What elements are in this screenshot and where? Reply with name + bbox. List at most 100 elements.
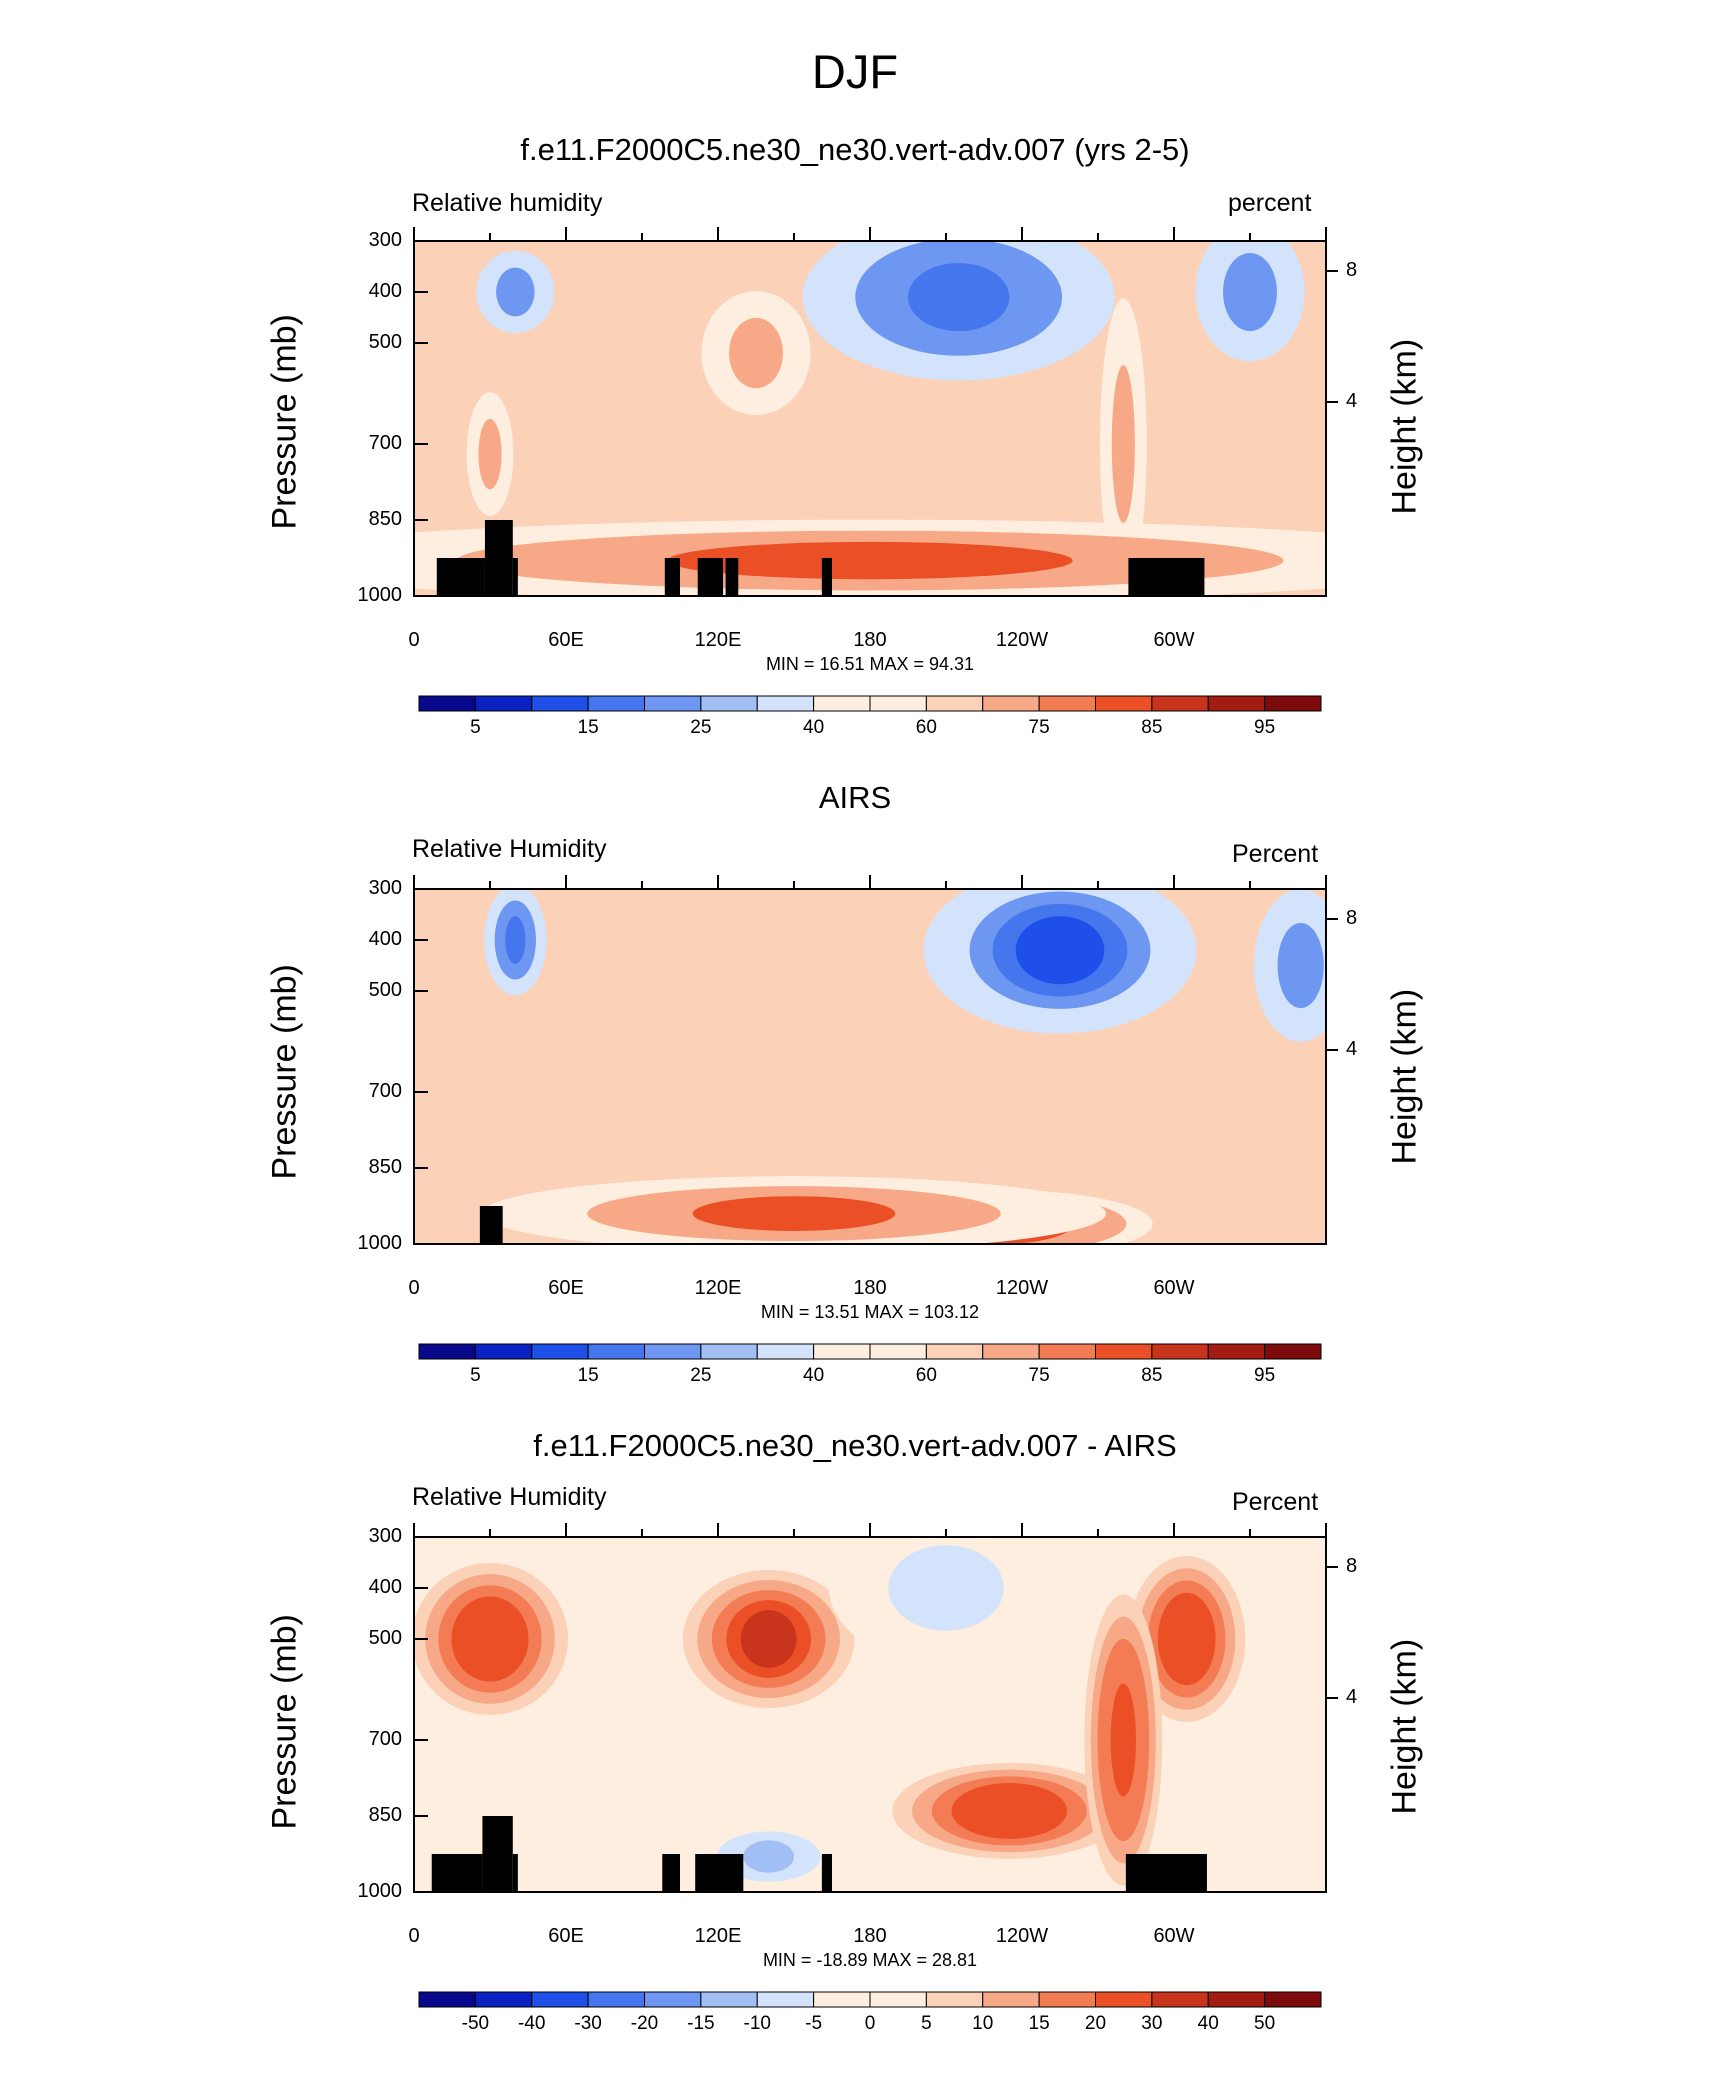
panel-3-field xyxy=(413,1523,1338,1893)
panel-3-minmax: MIN = -18.89 MAX = 28.81 xyxy=(762,1950,978,1970)
colorbar-box xyxy=(700,695,758,712)
colorbar-tick-label: 30 xyxy=(1141,2013,1163,2034)
colorbar-box xyxy=(1095,1343,1153,1360)
contour-level xyxy=(908,1556,984,1620)
topography-block xyxy=(725,558,739,596)
colorbar-box xyxy=(587,695,645,712)
x-tick-label: 120E xyxy=(694,1925,742,1947)
panel-1-colorbar xyxy=(418,695,1322,712)
colorbar-box xyxy=(756,1991,815,2008)
panel-1-units-label: percent xyxy=(1228,189,1312,217)
colorbar-box xyxy=(982,1343,1040,1360)
colorbar-box xyxy=(1207,1991,1266,2008)
colorbar-box xyxy=(1264,1343,1322,1360)
contour-level xyxy=(464,1607,516,1671)
y-tick-label: 400 xyxy=(368,1576,402,1598)
right-tick-label: 8 xyxy=(1346,259,1358,281)
colorbar-box xyxy=(925,695,984,712)
colorbar-box xyxy=(587,1343,645,1360)
y-tick-label: 850 xyxy=(368,1804,402,1826)
colorbar-box xyxy=(531,1343,589,1360)
colorbar-tick-label: 25 xyxy=(690,1365,712,1386)
x-tick-label: 0 xyxy=(408,1277,420,1299)
colorbar-box xyxy=(700,1991,758,2008)
colorbar-box xyxy=(531,695,589,712)
contour-level xyxy=(1167,1605,1206,1673)
right-tick-label: 8 xyxy=(1346,1555,1358,1577)
colorbar-tick-label: -40 xyxy=(518,2013,546,2034)
x-tick-label: 60E xyxy=(548,1277,584,1299)
colorbar-box xyxy=(1151,1991,1209,2008)
colorbar-box xyxy=(531,1991,589,2008)
contour-level xyxy=(1015,916,1105,985)
y-tick-label: 300 xyxy=(368,229,402,251)
colorbar-tick-label: 5 xyxy=(921,2013,932,2034)
y-tick-label: 500 xyxy=(368,979,402,1001)
colorbar-tick-label: 40 xyxy=(803,1365,825,1386)
panel-2-title: AIRS xyxy=(818,780,892,815)
x-tick-label: 120W xyxy=(995,1925,1049,1947)
topography-block xyxy=(512,558,518,596)
colorbar-tick-label: 0 xyxy=(864,2013,876,2034)
colorbar-box xyxy=(869,1343,927,1360)
contour-level xyxy=(505,916,526,964)
panel-3-variable-label: Relative Humidity xyxy=(412,1483,607,1511)
topography-block xyxy=(664,558,680,596)
colorbar-box xyxy=(756,695,815,712)
colorbar-box xyxy=(1207,695,1266,712)
colorbar-tick-label: 20 xyxy=(1084,2013,1107,2034)
y-tick-label: 500 xyxy=(368,1627,402,1649)
contour-level xyxy=(502,273,528,311)
colorbar-box xyxy=(813,1991,871,2008)
contour-level xyxy=(692,1196,896,1231)
right-tick-label: 8 xyxy=(1346,907,1358,929)
x-tick-label: 60E xyxy=(548,629,584,651)
x-tick-label: 180 xyxy=(853,629,887,651)
y-tick-label: 700 xyxy=(368,1728,402,1750)
colorbar-tick-label: 60 xyxy=(915,1365,937,1386)
colorbar-box xyxy=(1038,1343,1096,1360)
topography-block xyxy=(662,1854,680,1892)
colorbar-box xyxy=(982,695,1040,712)
topography-block xyxy=(1128,558,1205,596)
colorbar-box xyxy=(982,1991,1040,2008)
colorbar-tick-label: -20 xyxy=(630,2013,659,2034)
x-tick-label: 60W xyxy=(1153,1277,1195,1299)
x-tick-label: 60W xyxy=(1153,629,1195,651)
colorbar-box xyxy=(813,695,871,712)
colorbar-tick-label: 5 xyxy=(470,1365,481,1386)
colorbar-box xyxy=(644,1343,702,1360)
x-tick-label: 120E xyxy=(694,629,742,651)
colorbar-tick-label: -50 xyxy=(461,2013,490,2034)
x-tick-label: 0 xyxy=(408,1925,420,1947)
panel-3-ylabel: Pressure (mb) xyxy=(265,1614,304,1830)
colorbar-box xyxy=(418,695,476,712)
panel-2-units-label: Percent xyxy=(1232,840,1319,868)
topography-block xyxy=(512,1854,518,1892)
colorbar-box xyxy=(474,1343,533,1360)
colorbar-tick-label: 15 xyxy=(577,1365,599,1386)
contour-level xyxy=(971,1789,1048,1833)
y-tick-label: 1000 xyxy=(357,1880,403,1902)
colorbar-box xyxy=(1264,1991,1322,2008)
panel-1-field xyxy=(413,227,1338,597)
y-tick-label: 850 xyxy=(368,1156,402,1178)
topography-block xyxy=(697,558,724,596)
panel-2-ylabel: Pressure (mb) xyxy=(265,964,304,1180)
colorbar-box xyxy=(644,1991,702,2008)
contour-level xyxy=(1110,1683,1137,1797)
y-tick-label: 300 xyxy=(368,1525,402,1547)
colorbar-box xyxy=(1151,695,1209,712)
figure-title: DJF xyxy=(811,45,899,98)
colorbar-box xyxy=(700,1343,758,1360)
panel-2-right-ylabel: Height (km) xyxy=(1385,988,1424,1165)
right-tick-label: 4 xyxy=(1346,1686,1358,1708)
panel-1-variable-label: Relative humidity xyxy=(412,189,603,217)
y-tick-label: 300 xyxy=(368,877,402,899)
panel-2-variable-label: Relative Humidity xyxy=(412,835,607,863)
colorbar-box xyxy=(474,1991,533,2008)
colorbar-tick-label: -5 xyxy=(805,2013,823,2034)
colorbar-tick-label: 15 xyxy=(577,717,599,738)
panel-3-units-label: Percent xyxy=(1232,1488,1319,1516)
